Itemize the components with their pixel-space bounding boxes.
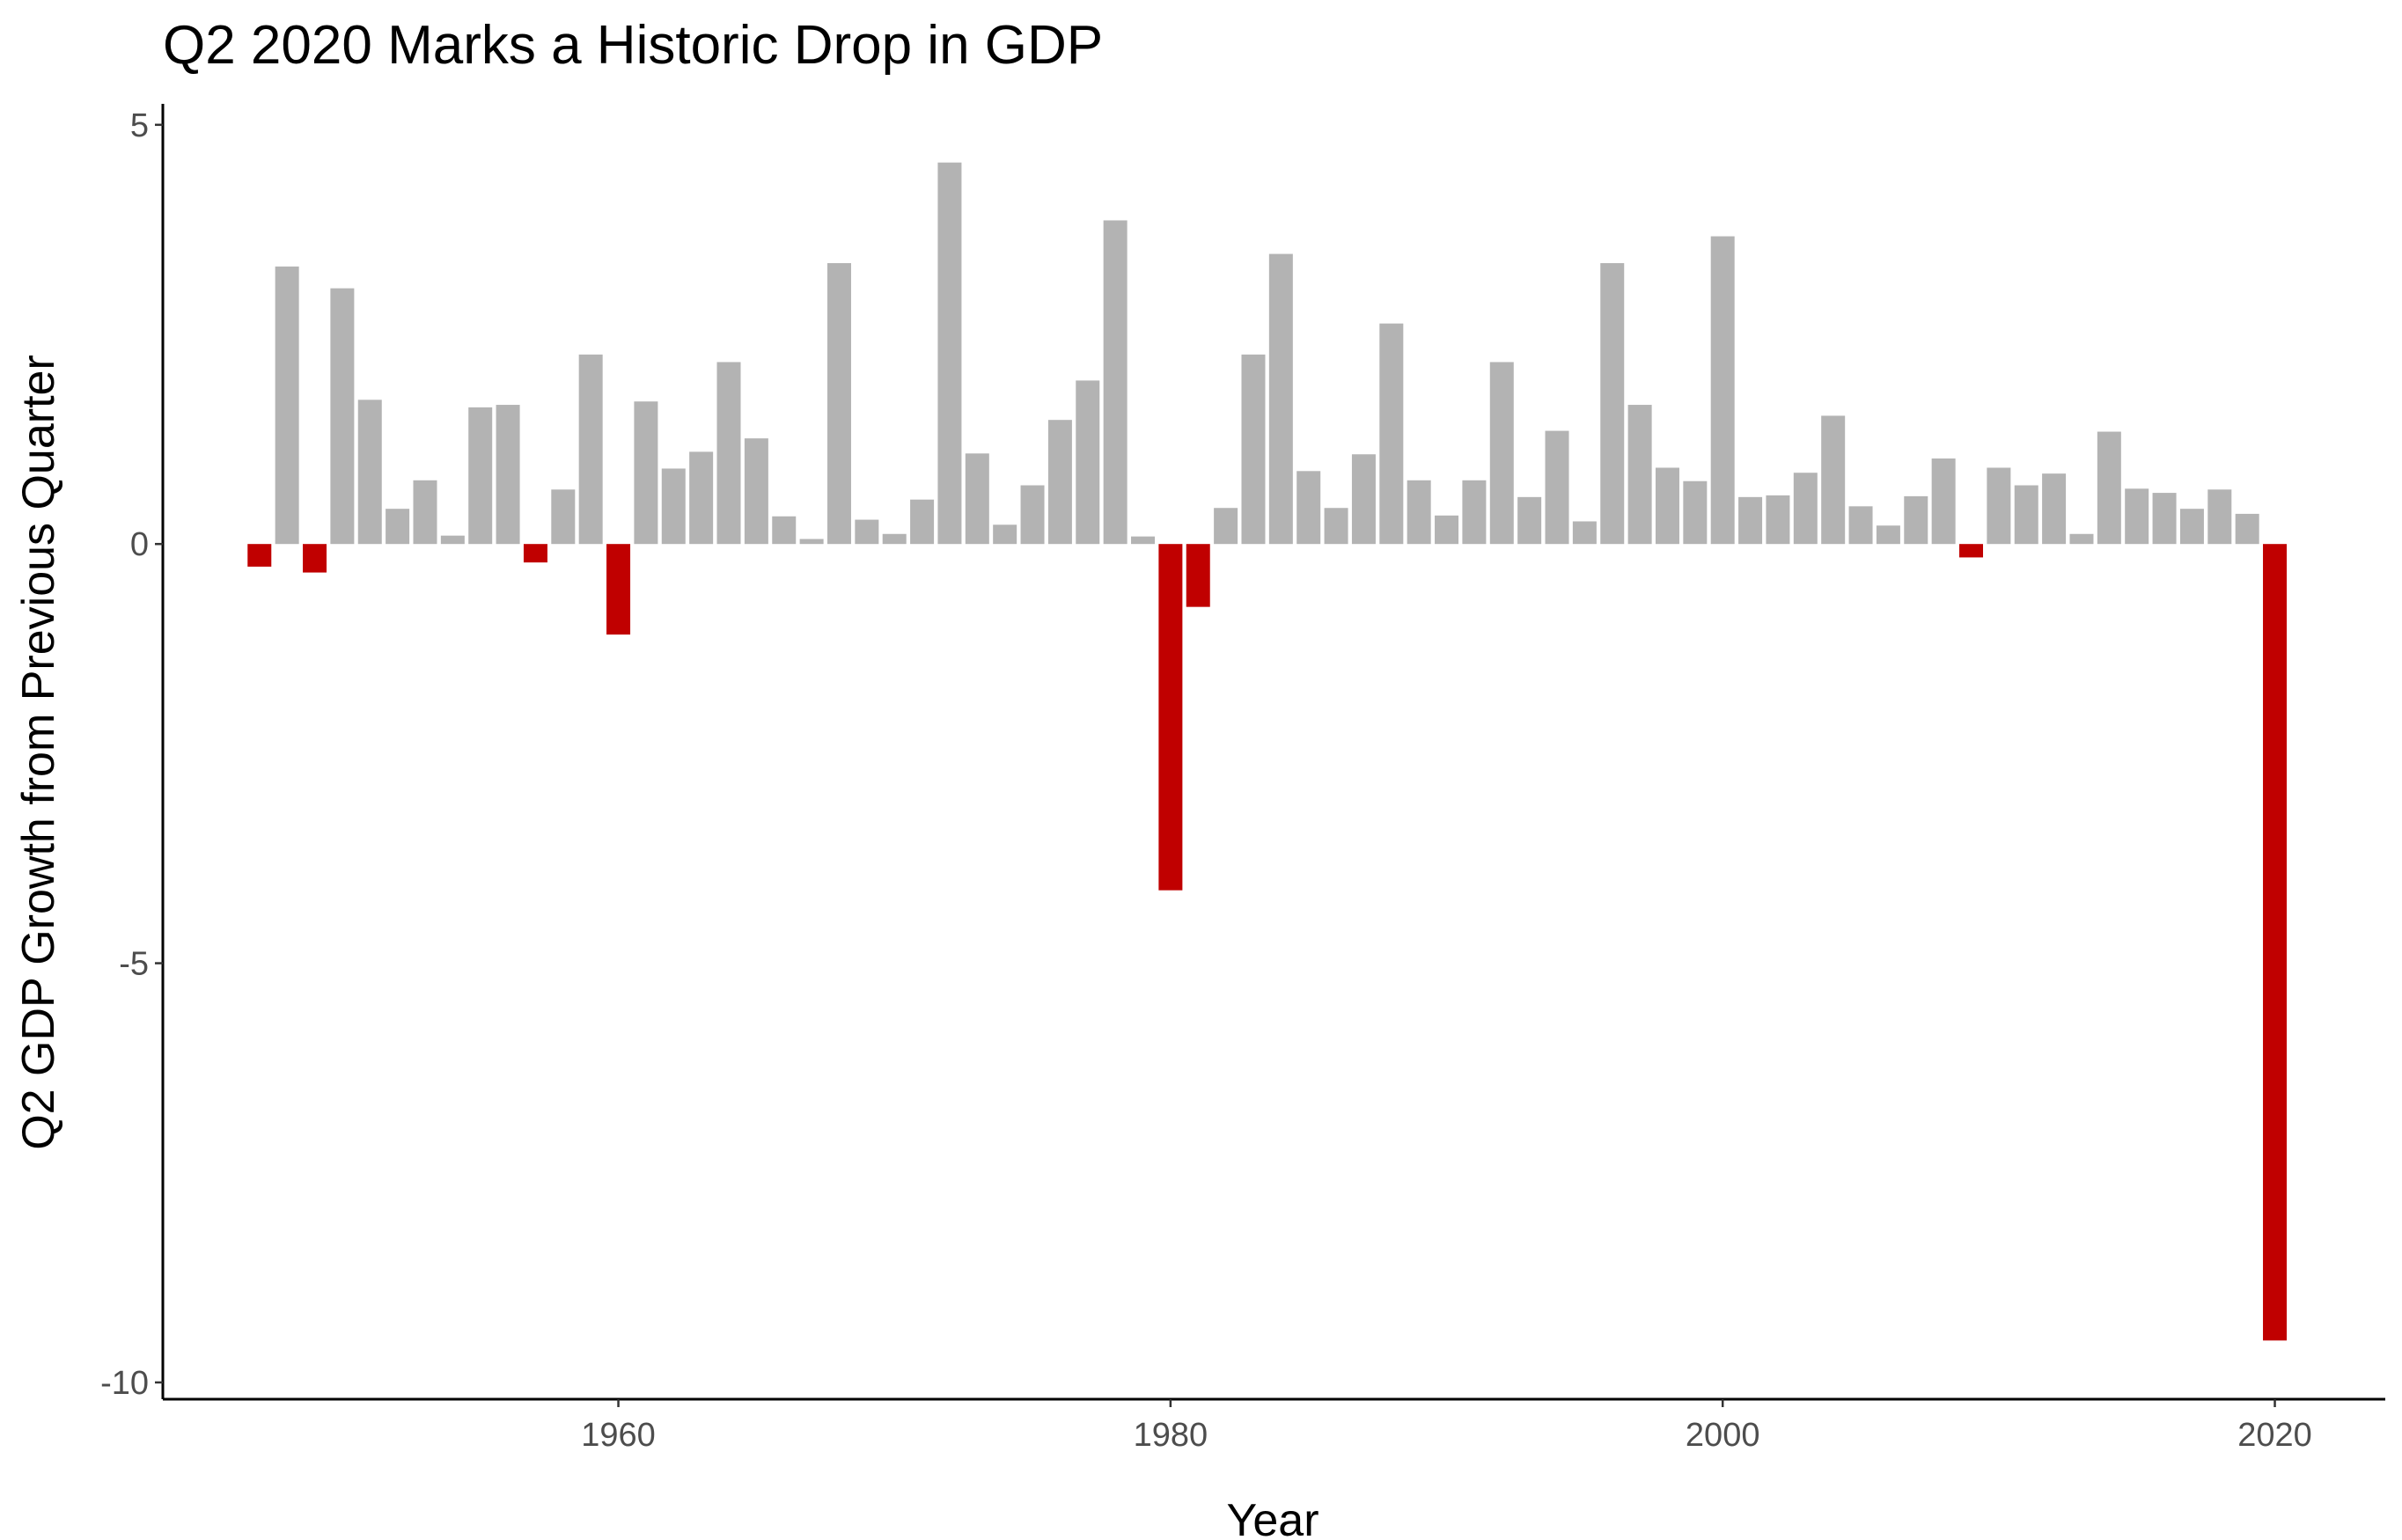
bar-1953 [413, 480, 437, 545]
bar-2011 [2014, 485, 2038, 545]
bar-1982 [1214, 508, 1238, 545]
bar-1959 [578, 354, 603, 545]
bar-1988 [1379, 323, 1404, 545]
x-axis-title: Year [1226, 1495, 1319, 1540]
bar-1986 [1324, 508, 1348, 545]
bar-1975 [1020, 485, 1045, 545]
bar-1961 [634, 401, 658, 545]
bar-2007 [1904, 495, 1928, 545]
bar-1950 [330, 288, 355, 545]
bar-1998 [1655, 467, 1679, 545]
y-axis-title: Q2 GDP Growth from Previous Quarter [13, 355, 64, 1150]
bar-2018 [2207, 489, 2232, 545]
bar-2015 [2125, 488, 2149, 545]
bar-2002 [1766, 495, 1790, 545]
bar-1974 [993, 524, 1017, 545]
bar-2014 [2097, 431, 2121, 545]
bar-1999 [1683, 480, 1708, 545]
x-tick-label: 2020 [2237, 1417, 2312, 1454]
bar-1997 [1627, 405, 1652, 545]
bar-1984 [1268, 253, 1293, 545]
bar-1951 [357, 400, 382, 545]
bar-2019 [2235, 513, 2259, 545]
bar-1972 [937, 162, 962, 545]
bar-2009 [1959, 544, 1983, 558]
bar-1992 [1489, 362, 1514, 545]
bar-1995 [1572, 521, 1597, 545]
y-tick-label: -5 [119, 946, 149, 983]
bar-1964 [716, 362, 741, 545]
bar-1973 [965, 453, 989, 545]
bar-1948 [275, 266, 299, 545]
bar-2005 [1848, 506, 1873, 545]
y-tick-label: -10 [100, 1365, 149, 1402]
bar-2010 [1987, 467, 2011, 545]
bar-2004 [1821, 415, 1846, 545]
chart-title: Q2 2020 Marks a Historic Drop in GDP [163, 15, 1103, 76]
bar-1949 [303, 544, 327, 573]
bar-2020 [2263, 544, 2288, 1341]
bar-2013 [2069, 533, 2094, 545]
bar-2003 [1793, 473, 1818, 545]
bar-1976 [1047, 420, 1072, 545]
y-tick-label: 0 [130, 526, 149, 563]
bar-1990 [1435, 515, 1459, 545]
bar-1979 [1131, 536, 1156, 545]
bar-1996 [1600, 263, 1625, 545]
bar-1969 [855, 519, 879, 545]
bar-1966 [772, 516, 797, 545]
bar-1978 [1103, 220, 1128, 545]
x-tick-label: 1980 [1134, 1417, 1208, 1454]
bar-1958 [551, 489, 576, 545]
x-axis: 1960 1980 2000 2020 [163, 1397, 2385, 1454]
bar-1968 [826, 263, 851, 545]
bar-2012 [2042, 473, 2067, 545]
bar-1965 [744, 438, 768, 545]
bar-1962 [661, 468, 686, 545]
bars-group [247, 162, 2288, 1341]
bar-1960 [606, 544, 631, 635]
bar-1956 [496, 405, 520, 545]
x-tick-label: 2000 [1686, 1417, 1760, 1454]
bar-1993 [1517, 496, 1542, 545]
y-axis: 5 0 -5 -10 [100, 104, 165, 1402]
bar-1970 [882, 533, 907, 545]
bar-1963 [689, 451, 714, 545]
bar-1985 [1296, 471, 1321, 545]
bar-1981 [1186, 544, 1210, 607]
bar-1947 [247, 544, 272, 567]
y-tick-label: 5 [130, 107, 149, 144]
bar-2006 [1876, 525, 1900, 545]
bar-1977 [1076, 380, 1100, 545]
bar-1954 [440, 535, 465, 545]
bar-1994 [1545, 430, 1569, 545]
bar-1987 [1351, 454, 1376, 545]
bar-1980 [1158, 544, 1183, 891]
bar-2008 [1931, 458, 1956, 545]
bar-2016 [2152, 493, 2177, 545]
x-tick-label: 1960 [581, 1417, 656, 1454]
bar-1971 [910, 499, 935, 545]
bar-1955 [468, 407, 493, 545]
bar-1983 [1241, 354, 1266, 545]
bar-1991 [1462, 480, 1487, 545]
bar-2001 [1738, 496, 1763, 545]
bar-1989 [1407, 480, 1431, 545]
bar-2000 [1710, 236, 1735, 545]
bar-2017 [2179, 509, 2204, 545]
bar-1952 [386, 509, 410, 545]
bar-1957 [523, 544, 547, 563]
bar-1967 [799, 539, 824, 545]
